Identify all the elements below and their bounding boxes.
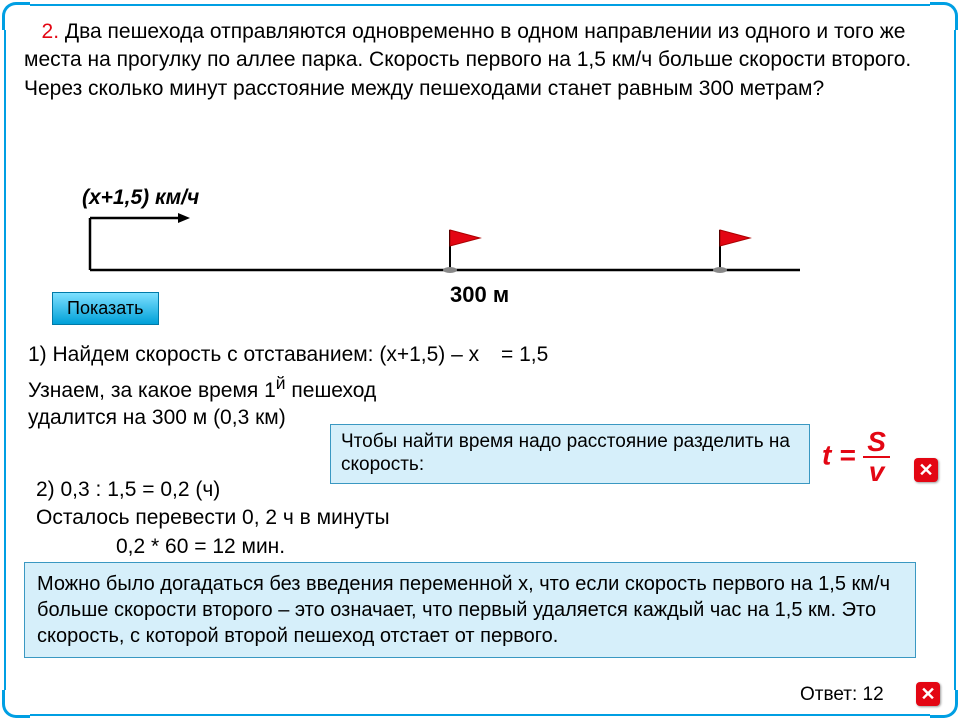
note-box: Можно было догадаться без введения перем… xyxy=(24,562,916,658)
distance-label: 300 м xyxy=(450,282,509,308)
motion-diagram xyxy=(80,210,800,290)
close-icon[interactable] xyxy=(916,682,940,706)
corner-decoration xyxy=(2,690,30,718)
time-formula: t = S v xyxy=(822,428,890,486)
show-button[interactable]: Показать xyxy=(52,292,159,325)
close-icon[interactable] xyxy=(914,458,938,482)
step2-line1: 2) 0,3 : 1,5 = 0,2 (ч) xyxy=(36,476,390,504)
hint-box: Чтобы найти время надо расстояние раздел… xyxy=(330,424,810,484)
step2-line2: Осталось перевести 0, 2 ч в минуты xyxy=(36,504,390,532)
problem-statement: 2. Два пешехода отправляются одновременн… xyxy=(24,18,936,103)
solution-step-1b: Узнаем, за какое время 1й пешеход удалит… xyxy=(28,372,428,432)
problem-body: Два пешехода отправляются одновременно в… xyxy=(24,20,911,100)
step1-text: 1) Найдем скорость с отставанием: (х+1,5… xyxy=(28,343,479,366)
problem-number: 2. xyxy=(42,20,60,43)
speed-label: (х+1,5) км/ч xyxy=(82,186,199,210)
formula-numerator: S xyxy=(863,428,890,458)
solution-step-2: 2) 0,3 : 1,5 = 0,2 (ч) Осталось перевест… xyxy=(36,476,390,561)
step2-line3: 0,2 * 60 = 12 мин. xyxy=(36,533,390,561)
formula-lhs: t = xyxy=(822,439,855,470)
solution-step-1: 1) Найдем скорость с отставанием: (х+1,5… xyxy=(28,340,548,369)
answer-label: Ответ: 12 xyxy=(800,684,884,706)
step1-result: = 1,5 xyxy=(501,343,548,366)
formula-denominator: v xyxy=(863,458,890,486)
